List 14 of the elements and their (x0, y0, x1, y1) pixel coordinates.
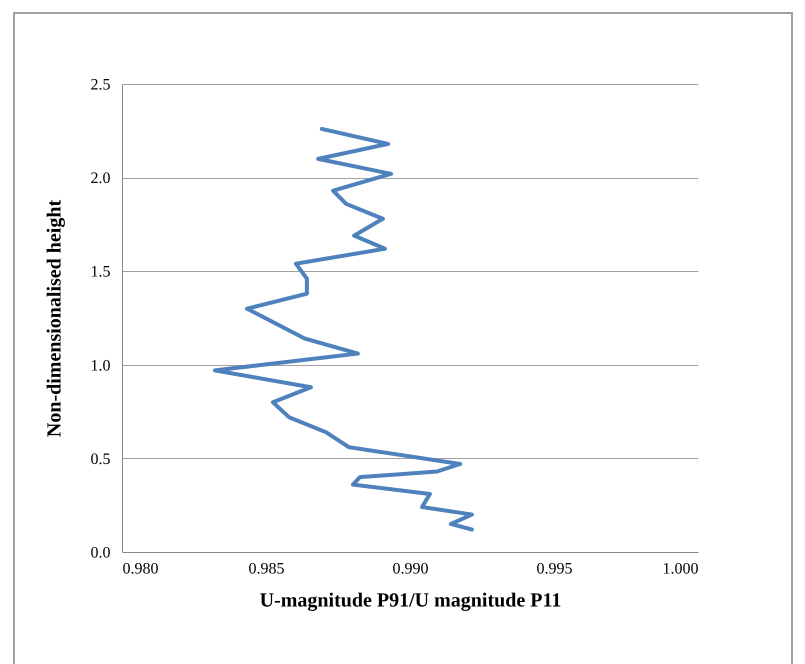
y-tick-label: 2.0 (90, 170, 110, 188)
y-tick-label: 1.0 (90, 357, 110, 374)
y-tick-label: 2.5 (90, 76, 110, 94)
x-tick-label: 1.000 (662, 560, 698, 578)
y-tick-label: 1.5 (90, 264, 110, 281)
x-tick-label: 0.985 (248, 560, 284, 578)
x-tick-label: 0.990 (392, 560, 428, 578)
y-axis-title: Non-dimensionalised height (44, 200, 66, 438)
x-axis-title: U-magnitude P91/U magnitude P11 (260, 590, 562, 612)
line-series (213, 126, 474, 532)
y-tick-label: 0.0 (90, 544, 110, 562)
y-tick-label: 0.5 (90, 450, 110, 468)
x-tick-label: 0.995 (536, 560, 572, 578)
x-tick-label: 0.980 (122, 560, 158, 578)
